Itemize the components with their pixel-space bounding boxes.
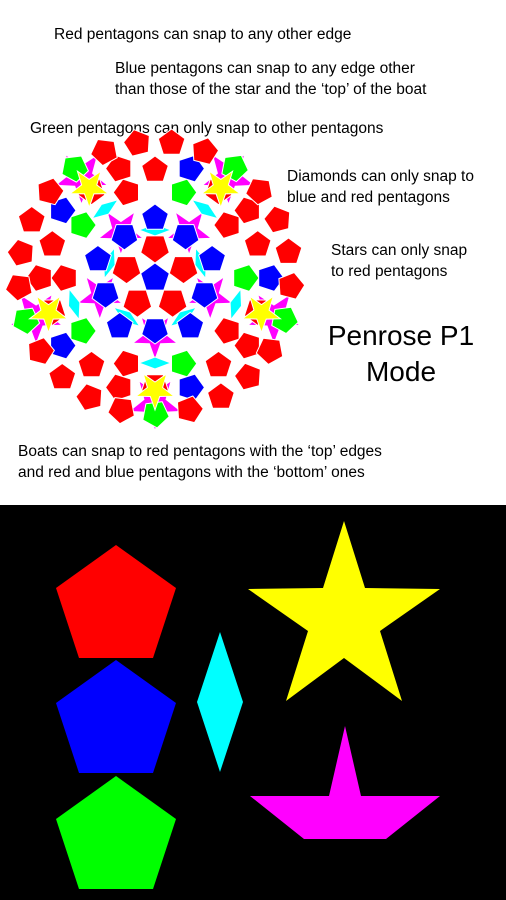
red-pentagon-tile	[48, 362, 77, 390]
red-pentagon-tile	[112, 178, 139, 207]
yellow-star-legend-icon	[248, 521, 440, 701]
yellow-star-tile	[241, 295, 282, 335]
red-pentagon-tile	[274, 237, 303, 264]
red-pentagon-tile	[213, 211, 240, 239]
cyan-diamond-tile	[229, 287, 243, 321]
blue-pentagon-tile	[178, 373, 206, 402]
blue-pentagon-tile	[50, 331, 77, 360]
note-red-pentagons: Red pentagons can snap to any other edge	[54, 26, 352, 43]
note-stars-line2: to red pentagons	[331, 263, 448, 280]
green-pentagon-legend-icon	[56, 776, 176, 889]
blue-pentagon-tile	[141, 318, 169, 345]
blue-pentagon-tile	[105, 311, 134, 339]
blue-pentagon-tile	[190, 282, 219, 309]
red-pentagon-tile	[104, 373, 132, 402]
yellow-star-tile	[28, 295, 69, 335]
note-diamonds-line2: blue and red pentagons	[287, 189, 450, 206]
tile-legend	[56, 521, 440, 889]
red-pentagon-tile	[6, 238, 34, 267]
red-pentagon-tile	[233, 362, 261, 391]
red-pentagon-tile	[233, 331, 260, 360]
note-diamonds-line1: Diamonds can only snap to	[287, 168, 474, 185]
blue-pentagon-tile	[176, 311, 205, 339]
yellow-star-tile	[200, 169, 242, 209]
blue-pentagon-tile	[140, 262, 170, 291]
red-pentagon-tile	[4, 274, 33, 302]
green-pentagon-tile	[171, 349, 198, 378]
red-pentagon-tile	[75, 383, 103, 411]
red-pentagon-tile	[25, 264, 52, 292]
red-pentagon-tile	[17, 205, 46, 233]
annotated-tiling-panel: Red pentagons can snap to any other edge…	[4, 26, 475, 481]
red-pentagon-tile	[104, 154, 132, 183]
blue-pentagon-tile	[141, 203, 169, 230]
magenta-boat-legend-icon	[250, 726, 440, 839]
red-pentagon-tile	[122, 289, 153, 318]
cyan-diamond-legend-icon	[197, 632, 243, 772]
blue-pentagon-tile	[84, 244, 112, 272]
blue-pentagon-tile	[91, 282, 120, 309]
red-pentagon-tile	[77, 350, 106, 378]
red-pentagon-tile	[140, 235, 170, 264]
red-pentagon-tile	[38, 229, 67, 257]
red-pentagon-tile	[90, 138, 118, 167]
red-pentagon-tile	[255, 337, 284, 366]
tile-legend-panel	[0, 505, 506, 900]
cyan-diamond-tile	[137, 356, 173, 370]
blue-pentagon-legend-icon	[56, 660, 176, 773]
green-pentagon-tile	[171, 178, 198, 207]
note-blue-pentagons-line2: than those of the star and the ‘top’ of …	[115, 81, 427, 98]
cyan-diamond-tile	[190, 198, 220, 220]
red-pentagon-tile	[157, 128, 186, 155]
red-pentagon-tile	[213, 317, 240, 345]
green-pentagon-tile	[70, 317, 97, 345]
yellow-star-tile	[134, 372, 176, 412]
red-pentagon-tile	[122, 129, 150, 157]
mode-title-line2: Mode	[365, 356, 437, 387]
blue-pentagon-tile	[258, 264, 285, 292]
red-pentagon-tile	[243, 229, 272, 257]
yellow-star-tile	[68, 169, 110, 209]
green-pentagon-tile	[70, 211, 97, 239]
blue-pentagon-tile	[178, 154, 206, 183]
red-pentagon-tile	[192, 137, 220, 165]
cyan-diamond-tile	[67, 287, 81, 321]
red-pentagon-tile	[263, 205, 291, 234]
penrose-p1-tiling	[4, 128, 306, 429]
note-stars-line1: Stars can only snap	[331, 242, 468, 259]
red-pentagon-tile	[233, 196, 260, 225]
red-pentagon-tile	[245, 178, 273, 206]
note-boats-line1: Boats can snap to red pentagons with the…	[18, 443, 382, 460]
blue-pentagon-tile	[171, 224, 200, 251]
red-pentagon-tile	[28, 337, 56, 365]
red-pentagon-tile	[112, 349, 139, 378]
red-pentagon-tile	[141, 155, 169, 182]
blue-pentagon-tile	[110, 224, 139, 251]
red-pentagon-tile	[278, 271, 306, 300]
blue-pentagon-tile	[198, 244, 226, 272]
red-pentagon-tile	[207, 382, 235, 409]
note-green-pentagons: Green pentagons can only snap to other p…	[30, 120, 384, 137]
red-pentagon-tile	[37, 177, 65, 206]
red-pentagon-tile	[157, 289, 188, 318]
red-pentagon-legend-icon	[56, 545, 176, 658]
red-pentagon-tile	[111, 256, 142, 285]
red-pentagon-tile	[168, 256, 199, 285]
cyan-diamond-tile	[90, 198, 120, 220]
green-pentagon-tile	[233, 264, 260, 292]
red-pentagon-tile	[107, 397, 135, 425]
red-pentagon-tile	[176, 395, 204, 424]
red-pentagon-tile	[204, 350, 233, 378]
mode-title-line1: Penrose P1	[327, 320, 475, 351]
blue-pentagon-tile	[50, 196, 77, 225]
red-pentagon-tile	[50, 264, 77, 292]
note-boats-line2: and red and blue pentagons with the ‘bot…	[18, 464, 365, 481]
note-blue-pentagons-line1: Blue pentagons can snap to any edge othe…	[115, 60, 415, 77]
